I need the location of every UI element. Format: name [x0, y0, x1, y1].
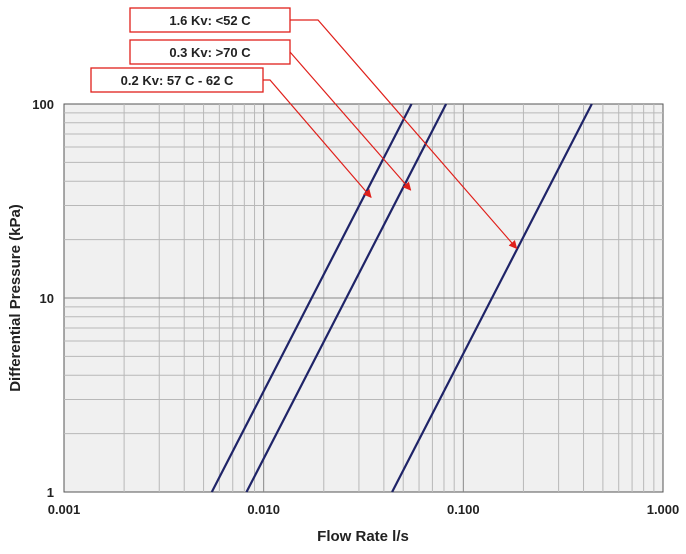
- x-tick-label: 0.001: [48, 502, 81, 517]
- annotation-arrow: [289, 51, 412, 191]
- series-line-3: [391, 103, 593, 493]
- x-axis-title: Flow Rate l/s: [317, 528, 409, 545]
- x-tick-label: 0.010: [247, 502, 280, 517]
- annotation-label: 0.2 Kv: 57 C - 62 C: [121, 73, 234, 88]
- series-lines: [210, 103, 593, 493]
- y-axis-title: Differential Pressure (kPa): [7, 204, 24, 392]
- annotation-arrow: [290, 19, 518, 250]
- annotations: 1.6 Kv: <52 C 0.3 Kv: >70 C 0.2 Kv: 57 C -…: [90, 7, 518, 250]
- x-tick-label: 1.000: [647, 502, 680, 517]
- x-tick-label: 0.100: [447, 502, 480, 517]
- grid: [64, 104, 663, 492]
- series-line-2: [245, 103, 448, 493]
- y-tick-label: 1: [47, 485, 54, 500]
- annotation-box: [90, 67, 264, 93]
- annotation-label: 0.3 Kv: >70 C: [169, 45, 251, 60]
- y-tick-label: 10: [40, 291, 54, 306]
- y-tick-label: 100: [32, 97, 54, 112]
- tick-labels: 0.001 0.010 0.100 1.000 1 10 100: [32, 97, 679, 517]
- annotation-label: 1.6 Kv: <52 C: [169, 13, 251, 28]
- annotation-arrow: [263, 79, 372, 199]
- series-line-1: [210, 103, 413, 493]
